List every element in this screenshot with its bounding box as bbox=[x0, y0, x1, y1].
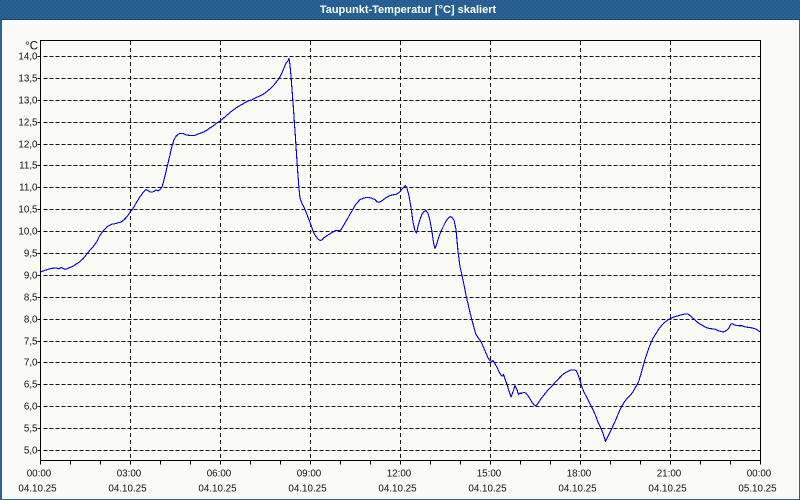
svg-text:12,0: 12,0 bbox=[18, 140, 38, 151]
svg-text:8,0: 8,0 bbox=[24, 315, 38, 326]
svg-text:18:00: 18:00 bbox=[567, 469, 592, 480]
svg-text:12,5: 12,5 bbox=[18, 118, 38, 129]
svg-text:04.10.25: 04.10.25 bbox=[648, 484, 687, 495]
svg-text:04.10.25: 04.10.25 bbox=[288, 484, 327, 495]
svg-text:21:00: 21:00 bbox=[657, 469, 682, 480]
svg-text:11,5: 11,5 bbox=[19, 161, 38, 172]
svg-text:11,0: 11,0 bbox=[19, 183, 38, 194]
svg-text:9,0: 9,0 bbox=[24, 271, 38, 282]
svg-text:8,5: 8,5 bbox=[24, 293, 38, 304]
svg-text:5,5: 5,5 bbox=[24, 424, 38, 435]
svg-text:04.10.25: 04.10.25 bbox=[108, 484, 147, 495]
svg-text:14,0: 14,0 bbox=[18, 52, 38, 63]
svg-text:03:00: 03:00 bbox=[117, 469, 142, 480]
svg-text:09:00: 09:00 bbox=[297, 469, 322, 480]
svg-text:04.10.25: 04.10.25 bbox=[468, 484, 507, 495]
svg-text:6,0: 6,0 bbox=[24, 402, 38, 413]
svg-text:00:00: 00:00 bbox=[747, 469, 772, 480]
svg-text:7,5: 7,5 bbox=[24, 337, 38, 348]
svg-text:9,5: 9,5 bbox=[24, 249, 38, 260]
svg-text:04.10.25: 04.10.25 bbox=[198, 484, 237, 495]
svg-text:°C: °C bbox=[25, 41, 38, 53]
svg-text:00:00: 00:00 bbox=[27, 469, 52, 480]
svg-text:7,0: 7,0 bbox=[24, 358, 38, 369]
svg-text:05.10.25: 05.10.25 bbox=[738, 484, 777, 495]
svg-text:15:00: 15:00 bbox=[477, 469, 502, 480]
svg-text:06:00: 06:00 bbox=[207, 469, 232, 480]
svg-text:04.10.25: 04.10.25 bbox=[378, 484, 417, 495]
svg-text:5,0: 5,0 bbox=[24, 446, 38, 457]
svg-text:10,5: 10,5 bbox=[18, 205, 38, 216]
svg-text:13,0: 13,0 bbox=[18, 96, 38, 107]
svg-text:12:00: 12:00 bbox=[387, 469, 412, 480]
svg-text:10,0: 10,0 bbox=[18, 227, 38, 238]
svg-text:04.10.25: 04.10.25 bbox=[558, 484, 597, 495]
svg-text:13,5: 13,5 bbox=[18, 74, 38, 85]
svg-text:6,5: 6,5 bbox=[24, 380, 38, 391]
svg-text:04.10.25: 04.10.25 bbox=[18, 484, 57, 495]
